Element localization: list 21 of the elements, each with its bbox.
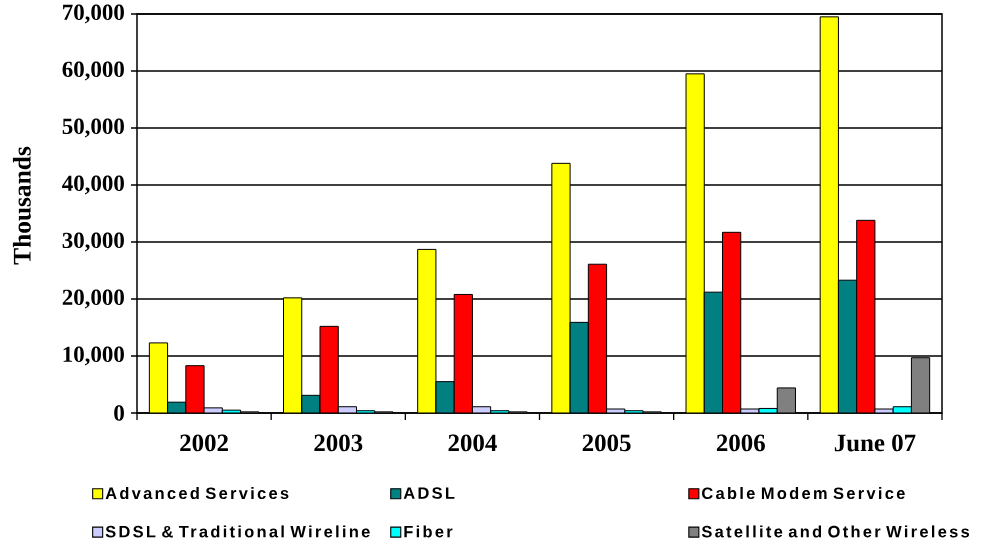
y-tick-label: 30,000	[62, 232, 124, 252]
y-tick-label: 70,000	[63, 4, 124, 24]
y-tick-label: 20,000	[62, 289, 124, 309]
y-tick-label: 40,000	[62, 175, 124, 195]
legend-label: Cable Modem Service	[702, 487, 905, 500]
y-axis-title: Thousands	[12, 146, 31, 265]
x-tick-label: 2002	[180, 434, 228, 452]
legend-label: Fiber	[404, 525, 453, 538]
legend-label: SDSL & Traditional Wireline	[105, 525, 370, 538]
legend-label: ADSL	[403, 487, 455, 499]
x-tick-label: 2004	[448, 434, 497, 452]
x-tick-label: 2005	[582, 434, 631, 452]
x-tick-label: 2003	[314, 434, 363, 452]
y-tick-label: 50,000	[62, 118, 124, 138]
legend-label: Advanced Services	[105, 487, 289, 500]
x-tick-label: June 07	[834, 434, 916, 452]
y-tick-label: 10,000	[63, 346, 124, 366]
x-tick-label: 2006	[716, 434, 765, 452]
y-tick-label: 60,000	[62, 61, 124, 81]
y-tick-label: 0	[114, 405, 124, 421]
legend-label: Satellite and Other Wireless	[701, 525, 970, 538]
